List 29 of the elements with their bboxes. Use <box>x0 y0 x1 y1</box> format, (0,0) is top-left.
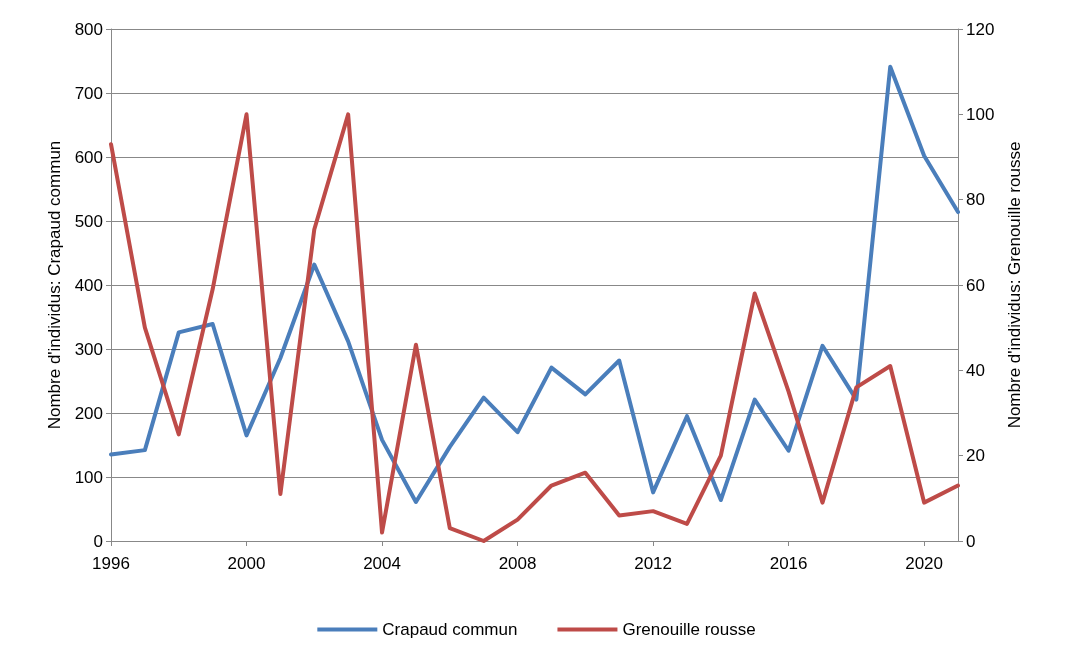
y-tick-label: 700 <box>74 83 103 103</box>
y-tick-label: 800 <box>74 19 103 39</box>
y2-tick-label: 80 <box>966 190 985 210</box>
y-axis-title: Nombre d'individus: Crapaud commun <box>45 140 64 430</box>
x-tick-label: 2016 <box>769 554 808 573</box>
y2-tick-label: 20 <box>966 446 985 466</box>
y2-tick-label: 60 <box>966 275 985 295</box>
y2-tick-label: 40 <box>966 360 985 380</box>
x-tick-label: 2004 <box>363 554 401 573</box>
legend-label: Crapaud commun <box>382 620 518 639</box>
x-tick-label: 2012 <box>634 554 672 573</box>
y2-axis-title: Nombre d'individus: Grenouille rousse <box>1005 141 1024 429</box>
x-tick-label: 2020 <box>905 554 944 573</box>
x-tick-label: 2000 <box>227 554 266 573</box>
y-tick-label: 100 <box>74 467 103 487</box>
y-tick-label: 300 <box>74 339 103 359</box>
y-tick-label: 0 <box>93 531 103 551</box>
y-tick-label: 600 <box>74 147 103 167</box>
line-series <box>109 64 960 504</box>
y-tick-label: 500 <box>74 211 103 231</box>
y-tick-label: 200 <box>74 403 103 423</box>
x-tick-label: 2008 <box>498 554 537 573</box>
legend-label: Grenouille rousse <box>622 620 756 639</box>
line-series <box>109 112 960 543</box>
y2-tick-label: 120 <box>966 19 995 39</box>
y2-tick-label: 0 <box>966 531 976 551</box>
y2-tick-label: 100 <box>966 104 995 124</box>
x-tick-label: 1996 <box>92 554 130 573</box>
y-tick-label: 400 <box>74 275 103 295</box>
